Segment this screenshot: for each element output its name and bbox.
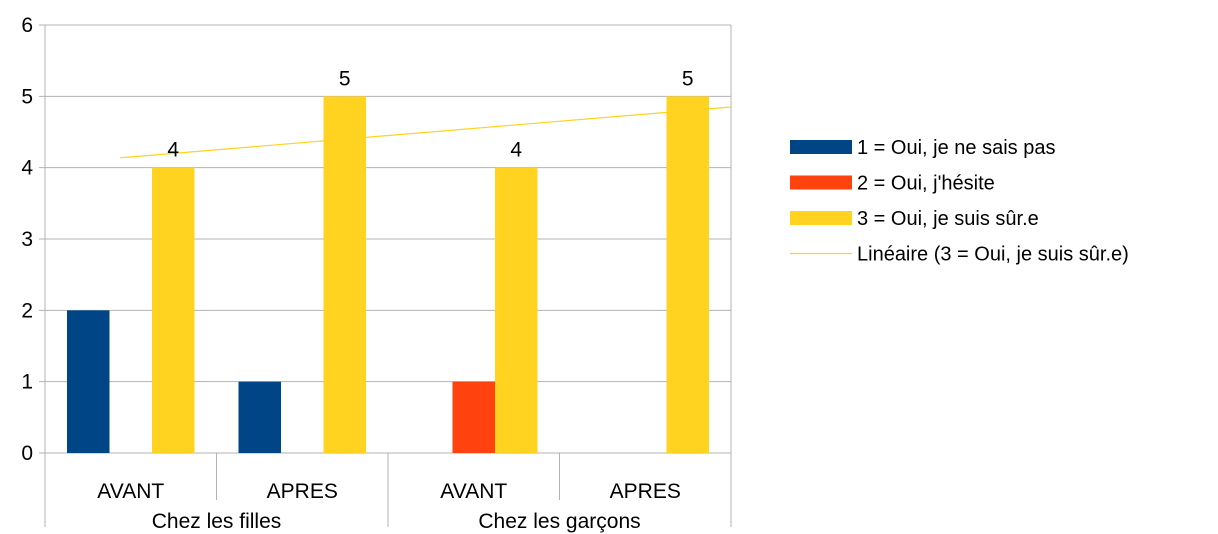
legend-label: 2 = Oui, j'hésite — [857, 173, 995, 195]
data-label: 4 — [167, 139, 179, 162]
bar — [67, 310, 110, 453]
x-tick-label: AVANT — [440, 480, 507, 503]
trendline-line — [120, 106, 732, 159]
grid-lines — [39, 24, 731, 454]
data-label: 5 — [339, 67, 351, 90]
y-tick-label: 3 — [21, 228, 33, 251]
axes — [44, 25, 732, 527]
x-tick-label: AVANT — [97, 480, 164, 503]
legend-label: Linéaire (3 = Oui, je suis sûr.e) — [857, 244, 1129, 266]
legend-swatch — [790, 140, 852, 154]
bar — [666, 96, 709, 453]
bar — [495, 167, 538, 453]
bar — [238, 381, 281, 453]
x-group-label: Chez les filles — [152, 510, 282, 533]
y-tick-label: 1 — [21, 371, 33, 394]
y-tick-label: 2 — [21, 299, 33, 322]
bar — [152, 167, 195, 453]
bars — [67, 96, 709, 453]
bar — [452, 381, 495, 453]
y-tick-label: 0 — [21, 442, 33, 465]
legend-label: 1 = Oui, je ne sais pas — [857, 137, 1055, 159]
data-labels: 4 5 4 5 — [167, 67, 693, 161]
legend-swatch — [790, 175, 852, 190]
bar — [323, 96, 366, 453]
legend-swatch — [790, 211, 852, 225]
y-tick-label: 4 — [21, 157, 33, 180]
legend-label: 3 = Oui, je suis sûr.e — [857, 208, 1039, 230]
y-tick-label: 6 — [21, 14, 33, 37]
data-label: 4 — [510, 139, 522, 162]
data-label: 5 — [682, 67, 694, 90]
tick-labels: 0 1 2 3 4 5 6 AVANT APRES AVANT APRES Chez les fill… — [21, 14, 681, 533]
x-tick-label: APRES — [610, 480, 681, 503]
trendline — [120, 106, 732, 159]
y-tick-label: 5 — [21, 85, 33, 108]
legend: 1 = Oui, je ne sais pas 2 = Oui, j'hésite… — [790, 137, 1129, 266]
x-group-label: Chez les garçons — [478, 510, 640, 533]
x-tick-label: APRES — [267, 480, 338, 503]
